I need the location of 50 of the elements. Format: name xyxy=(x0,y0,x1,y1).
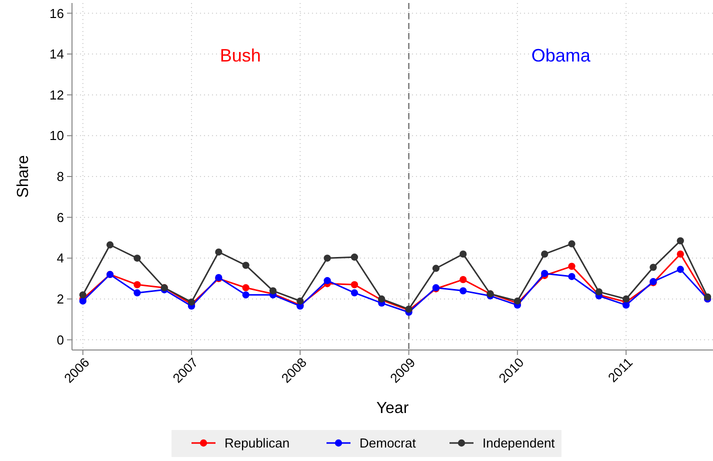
point xyxy=(622,295,630,303)
point xyxy=(188,298,196,306)
point xyxy=(242,262,250,269)
point xyxy=(134,289,141,296)
point xyxy=(568,262,576,270)
point xyxy=(134,254,141,262)
y-axis-title: Share xyxy=(15,155,32,198)
point xyxy=(650,264,657,271)
point xyxy=(324,277,331,284)
point xyxy=(432,264,440,272)
point xyxy=(350,289,358,296)
y-tick-label: 14 xyxy=(50,46,64,62)
point xyxy=(568,272,576,280)
point xyxy=(460,250,467,258)
point xyxy=(106,241,114,248)
point xyxy=(269,287,277,294)
y-tick-label: 16 xyxy=(50,6,64,21)
point xyxy=(676,266,684,273)
point xyxy=(622,302,630,309)
annotation: Bush xyxy=(220,45,261,66)
point xyxy=(514,297,522,305)
point xyxy=(676,237,684,244)
point xyxy=(350,281,358,288)
point xyxy=(296,297,304,305)
point xyxy=(460,287,467,294)
point xyxy=(79,291,86,298)
point xyxy=(215,248,222,256)
legend-label: Independent xyxy=(482,436,556,451)
y-tick-label: 12 xyxy=(50,87,64,102)
y-tick-label: 4 xyxy=(56,250,64,266)
y-tick-label: 0 xyxy=(56,332,64,348)
point xyxy=(676,250,684,258)
point xyxy=(324,254,331,262)
point xyxy=(242,284,250,292)
legend-label: Democrat xyxy=(360,436,416,451)
point xyxy=(704,293,712,300)
point xyxy=(541,250,548,258)
y-tick-label: 8 xyxy=(56,169,64,184)
point xyxy=(350,254,358,261)
annotation: Obama xyxy=(531,45,592,66)
point xyxy=(134,281,141,288)
point xyxy=(568,240,576,248)
point xyxy=(595,288,602,296)
y-tick-label: 6 xyxy=(56,210,64,225)
legend-label: Republican xyxy=(224,436,290,451)
y-tick-label: 10 xyxy=(50,128,64,144)
point xyxy=(460,276,467,284)
point xyxy=(242,291,250,298)
y-tick-label: 2 xyxy=(56,292,64,307)
x-axis-title: Year xyxy=(376,400,410,417)
